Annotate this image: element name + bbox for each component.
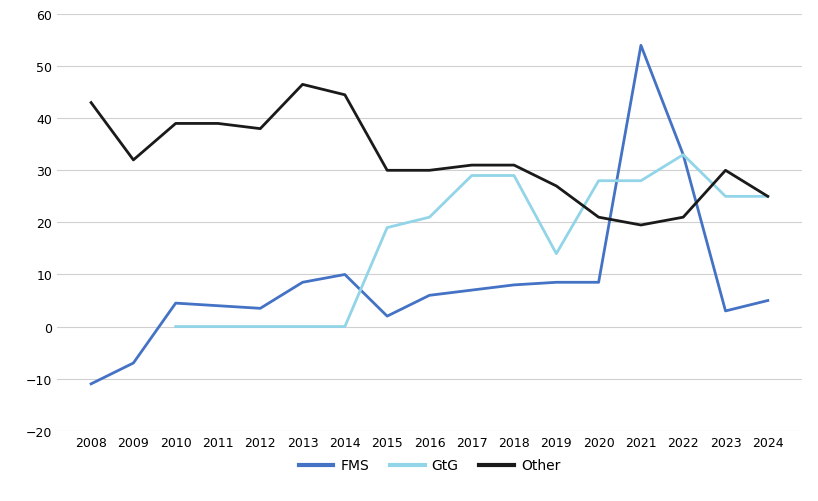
FMS [382, 314, 392, 320]
FMS [255, 306, 265, 312]
FMS [763, 298, 773, 304]
GtG [594, 178, 604, 184]
Other [86, 100, 96, 106]
GtG [340, 324, 350, 330]
GtG [171, 324, 181, 330]
Legend: FMS, GtG, Other: FMS, GtG, Other [293, 453, 566, 478]
Other [721, 168, 730, 174]
FMS [467, 288, 477, 294]
Other [678, 215, 688, 221]
GtG [425, 215, 434, 221]
Other [382, 168, 392, 174]
Other [255, 126, 265, 132]
FMS [298, 280, 308, 286]
GtG [551, 251, 561, 257]
GtG [213, 324, 222, 330]
Other [340, 93, 350, 99]
Other [636, 222, 646, 228]
FMS [213, 303, 222, 309]
FMS [594, 280, 604, 286]
FMS [551, 280, 561, 286]
Other [213, 121, 222, 127]
Other [467, 163, 477, 169]
FMS [636, 43, 646, 49]
GtG [382, 225, 392, 231]
Other [594, 215, 604, 221]
FMS [425, 293, 434, 299]
FMS [721, 308, 730, 314]
Other [551, 183, 561, 189]
GtG [298, 324, 308, 330]
Other [298, 82, 308, 88]
GtG [636, 178, 646, 184]
GtG [721, 194, 730, 200]
Line: FMS: FMS [91, 46, 768, 384]
GtG [467, 173, 477, 179]
Line: Other: Other [91, 85, 768, 225]
FMS [128, 360, 138, 366]
GtG [255, 324, 265, 330]
Line: GtG: GtG [176, 155, 768, 327]
Other [763, 194, 773, 200]
FMS [86, 381, 96, 387]
FMS [678, 152, 688, 158]
FMS [509, 282, 519, 288]
Other [425, 168, 434, 174]
GtG [763, 194, 773, 200]
GtG [678, 152, 688, 158]
GtG [509, 173, 519, 179]
FMS [340, 272, 350, 278]
FMS [171, 301, 181, 307]
Other [171, 121, 181, 127]
Other [128, 157, 138, 163]
Other [509, 163, 519, 169]
